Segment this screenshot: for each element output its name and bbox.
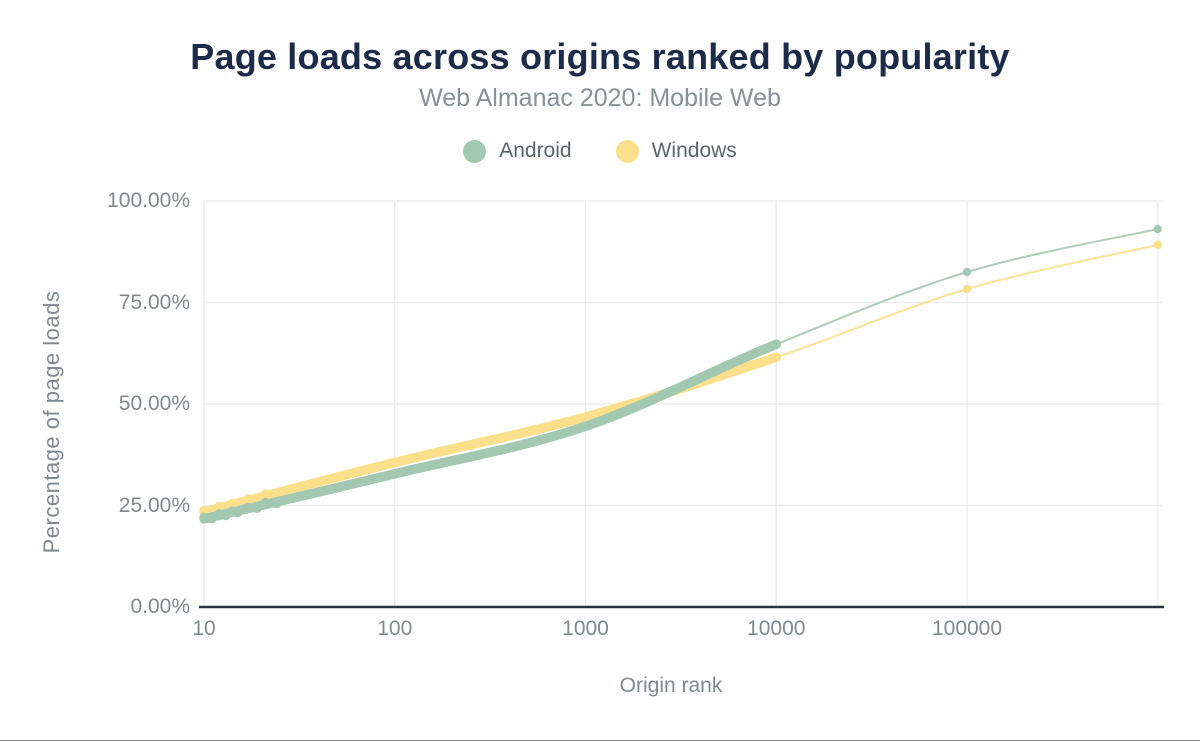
x-tick-label: 10000 [747, 617, 806, 640]
bottom-edge-line [0, 740, 1200, 741]
series-android-marker[interactable] [1153, 224, 1162, 234]
legend-swatch-android [463, 139, 487, 163]
x-tick-label: 100 [377, 617, 413, 640]
chart-subtitle: Web Almanac 2020: Mobile Web [419, 84, 781, 112]
x-tick-label: 100000 [931, 617, 1003, 640]
series-windows-marker[interactable] [962, 284, 972, 294]
legend-item-windows[interactable]: Windows [615, 139, 737, 163]
legend: Android Windows [0, 136, 1200, 166]
legend-item-android[interactable]: Android [463, 139, 572, 163]
x-tick-label: 1000 [562, 617, 609, 640]
y-tick-label: 25.00% [118, 493, 190, 517]
y-tick-label: 100.00% [107, 189, 190, 212]
x-tick-label: 10 [192, 617, 216, 640]
y-tick-label: 0.00% [130, 595, 190, 618]
chart-title: Page loads across origins ranked by popu… [190, 36, 1010, 77]
series-windows-marker[interactable] [1153, 240, 1162, 250]
legend-swatch-windows [615, 139, 639, 163]
x-axis-title: Origin rank [619, 674, 723, 697]
y-tick-label: 50.00% [118, 392, 190, 415]
legend-label-android: Android [499, 139, 572, 162]
series-android-band[interactable] [199, 339, 782, 524]
legend-label-windows: Windows [651, 139, 737, 162]
y-tick-label: 75.00% [118, 290, 190, 314]
series-android-marker[interactable] [962, 267, 972, 277]
